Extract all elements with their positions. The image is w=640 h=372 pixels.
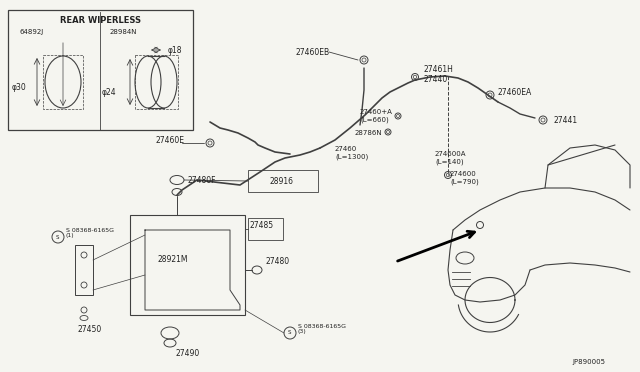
Bar [75, 245, 93, 295]
Text: φ30: φ30 [12, 83, 27, 92]
Bar [135, 55, 178, 109]
Text: 27460+A
(L=660): 27460+A (L=660) [360, 109, 393, 123]
Bar [130, 215, 245, 315]
Text: 28984N: 28984N [110, 29, 138, 35]
Text: JP890005: JP890005 [572, 359, 605, 365]
Text: φ24: φ24 [102, 87, 116, 96]
Text: S: S [287, 330, 291, 336]
Text: 274600A
(L=140): 274600A (L=140) [435, 151, 467, 165]
Text: 27440: 27440 [423, 74, 447, 83]
Text: 274600
(L=790): 274600 (L=790) [450, 171, 479, 185]
Text: 27441: 27441 [553, 115, 577, 125]
Text: 27460
(L=1300): 27460 (L=1300) [335, 146, 368, 160]
Text: 27480F: 27480F [187, 176, 216, 185]
Text: S 08368-6165G
(1): S 08368-6165G (1) [66, 228, 114, 238]
Text: 64892J: 64892J [20, 29, 44, 35]
Text: 28921M: 28921M [158, 256, 189, 264]
Bar [8, 10, 193, 130]
Text: 27450: 27450 [77, 326, 101, 334]
Text: S 08368-6165G
(3): S 08368-6165G (3) [298, 324, 346, 334]
Text: 27480: 27480 [265, 257, 289, 266]
Text: 27460EA: 27460EA [498, 87, 532, 96]
Bar [248, 170, 318, 192]
Text: 28916: 28916 [270, 176, 294, 186]
Text: 27490: 27490 [175, 349, 199, 357]
Text: 27461H: 27461H [423, 64, 453, 74]
Bar [248, 218, 283, 240]
Text: 27460EB: 27460EB [296, 48, 330, 57]
Text: 27485: 27485 [250, 221, 274, 230]
Text: REAR WIPERLESS: REAR WIPERLESS [60, 16, 141, 25]
Text: 28786N: 28786N [355, 130, 383, 136]
Bar [43, 55, 83, 109]
Text: φ18: φ18 [168, 45, 182, 55]
Text: S: S [55, 234, 59, 240]
Text: 27460E: 27460E [155, 135, 184, 144]
